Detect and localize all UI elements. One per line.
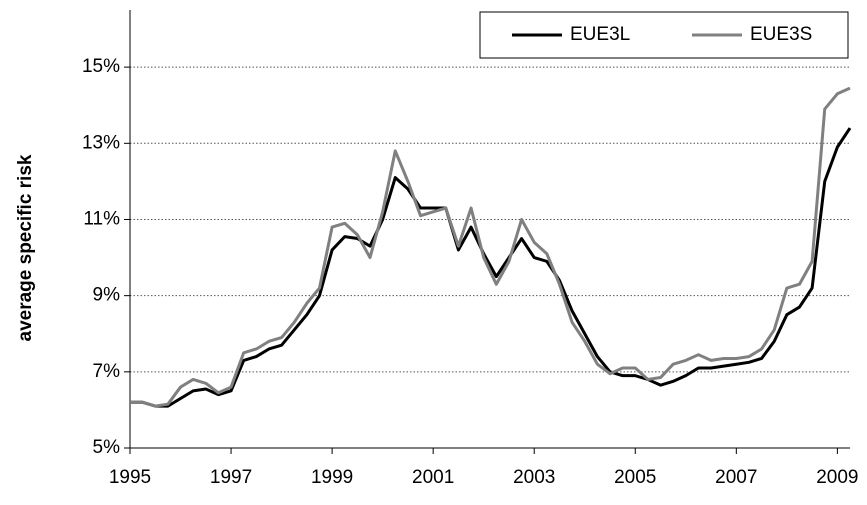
x-tick-label: 1997	[210, 467, 252, 488]
x-tick-label: 2001	[412, 467, 454, 488]
y-tick-label: 13%	[82, 132, 120, 153]
legend-label: EUE3S	[750, 24, 812, 45]
data-line	[130, 86, 851, 408]
y-tick-label: 7%	[93, 361, 121, 382]
x-tick-label: 1995	[109, 467, 151, 488]
y-tick-label: 15%	[82, 56, 120, 77]
x-tick-label: 2005	[614, 467, 656, 488]
x-tick-label: 2007	[715, 467, 757, 488]
x-tick-label: 1999	[311, 467, 353, 488]
data-line	[130, 127, 852, 408]
y-axis-label: average specific risk	[15, 154, 36, 341]
x-tick-label: 2003	[513, 467, 555, 488]
y-tick-label: 9%	[93, 285, 121, 306]
y-tick-label: 11%	[83, 208, 120, 229]
x-tick-label: 2009	[816, 467, 858, 488]
y-tick-label: 5%	[93, 437, 121, 458]
legend-label: EUE3L	[570, 24, 630, 45]
